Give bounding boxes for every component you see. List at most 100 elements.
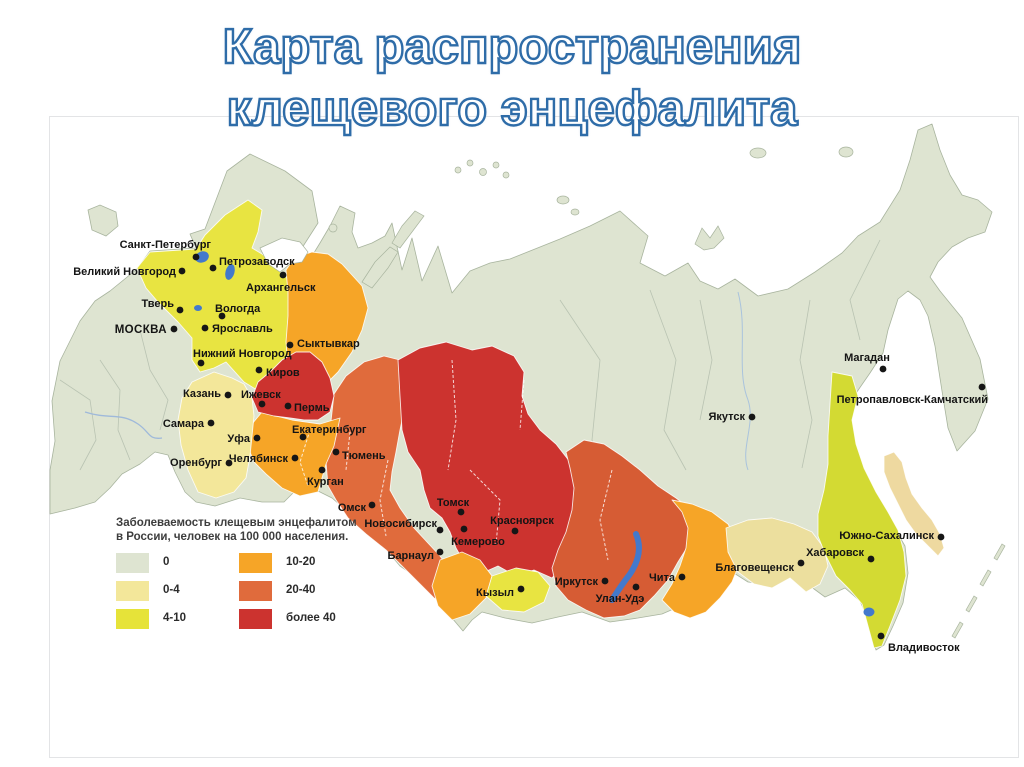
city-dot bbox=[937, 533, 945, 541]
city-label: Хабаровск bbox=[806, 547, 864, 559]
city-dot bbox=[436, 548, 444, 556]
lake-baikal bbox=[609, 531, 642, 603]
city-label: Красноярск bbox=[490, 515, 554, 527]
city-label: Пермь bbox=[294, 402, 330, 414]
city-dot bbox=[253, 434, 261, 442]
city-label: Новосибирск bbox=[364, 518, 437, 530]
region-kaliningrad bbox=[87, 204, 119, 237]
legend-swatch bbox=[239, 609, 272, 629]
city-label: Петропавловск-Камчатский bbox=[837, 394, 988, 406]
city-dot bbox=[368, 501, 376, 509]
city-label: Петрозаводск bbox=[219, 256, 295, 268]
city-label: Архангельск bbox=[246, 282, 316, 294]
city-dot bbox=[284, 402, 292, 410]
city-dot bbox=[318, 466, 326, 474]
city-label: Южно-Сахалинск bbox=[839, 530, 934, 542]
legend-heading-line-2: в России, человек на 100 000 населения. bbox=[116, 531, 349, 543]
legend-label: 0 bbox=[163, 556, 170, 568]
city-dot bbox=[201, 324, 209, 332]
city-label: Барнаул bbox=[388, 550, 434, 562]
city-dot bbox=[170, 325, 178, 333]
city-label: Владивосток bbox=[888, 642, 960, 654]
region-fareast-4-10 bbox=[817, 371, 907, 649]
legend-label: 20-40 bbox=[286, 584, 316, 596]
city-label: Иркутск bbox=[555, 576, 599, 588]
legend-label: более 40 bbox=[286, 612, 336, 624]
city-label: МОСКВА bbox=[115, 324, 167, 336]
region-chita-10-20 bbox=[661, 499, 741, 619]
city-dot bbox=[511, 527, 519, 535]
legend-swatch bbox=[239, 581, 272, 601]
city-label: Тюмень bbox=[342, 450, 386, 462]
city-dot bbox=[192, 253, 200, 261]
city-label: Киров bbox=[266, 367, 300, 379]
city-dot bbox=[877, 632, 885, 640]
city-label: Ярославль bbox=[212, 323, 273, 335]
title-line-2: клещевого энцефалита bbox=[225, 81, 798, 137]
legend-swatch bbox=[239, 553, 272, 573]
city-label: Сыктывкар bbox=[297, 338, 360, 350]
city-label: Уфа bbox=[227, 433, 250, 445]
legend-swatch bbox=[116, 581, 149, 601]
region-altai-10-20 bbox=[431, 551, 493, 621]
city-label: Томск bbox=[437, 497, 470, 509]
city-dot bbox=[797, 559, 805, 567]
city-label: Омск bbox=[338, 502, 367, 514]
legend-heading: Заболеваемость клещевым энцефалитом в Ро… bbox=[116, 516, 357, 544]
legend-swatch bbox=[116, 609, 149, 629]
city-dot bbox=[197, 359, 205, 367]
legend-label: 10-20 bbox=[286, 556, 316, 568]
city-label: Кызыл bbox=[476, 587, 514, 599]
city-dot bbox=[207, 419, 215, 427]
city-label: Самара bbox=[163, 418, 205, 430]
lake-khanka bbox=[863, 607, 875, 617]
city-dot bbox=[209, 264, 217, 272]
region-volga-0-4 bbox=[177, 371, 255, 499]
city-dot bbox=[178, 267, 186, 275]
city-dot bbox=[632, 583, 640, 591]
legend-label: 0-4 bbox=[163, 584, 180, 596]
city-label: Ижевск bbox=[241, 389, 281, 401]
city-label: Челябинск bbox=[229, 453, 289, 465]
city-label: Екатеринбург bbox=[292, 424, 367, 436]
city-label: Курган bbox=[307, 476, 344, 488]
city-dot bbox=[517, 585, 525, 593]
city-label: Тверь bbox=[141, 298, 174, 310]
city-label: Нижний Новгород bbox=[193, 348, 292, 360]
city-dot bbox=[436, 526, 444, 534]
water-features bbox=[84, 251, 875, 617]
city-dot bbox=[258, 400, 266, 408]
city-label: Оренбург bbox=[170, 457, 222, 469]
legend: Заболеваемость клещевым энцефалитом в Ро… bbox=[110, 512, 400, 648]
city-dot bbox=[279, 271, 287, 279]
white-sea bbox=[259, 237, 309, 273]
city-dot bbox=[225, 459, 233, 467]
lake-onega bbox=[225, 264, 235, 280]
city-dot bbox=[879, 365, 887, 373]
river-lena bbox=[737, 291, 751, 471]
city-dot bbox=[299, 433, 307, 441]
title-line-1: Карта распространения bbox=[221, 19, 802, 75]
city-label: Вологда bbox=[215, 303, 261, 315]
region-sakhalin bbox=[883, 451, 945, 557]
city-dot bbox=[460, 525, 468, 533]
city-dot bbox=[332, 448, 340, 456]
legend-label: 4-10 bbox=[163, 612, 187, 624]
city-label: Магадан bbox=[844, 352, 890, 364]
city-label: Якутск bbox=[708, 411, 745, 423]
city-label: Казань bbox=[183, 388, 221, 400]
city-dot bbox=[601, 577, 609, 585]
city-dot bbox=[978, 383, 986, 391]
city-label: Кемерово bbox=[451, 536, 505, 548]
page-title: Карта распространения клещевого энцефали… bbox=[0, 16, 1024, 140]
city-label: Чита bbox=[649, 572, 676, 584]
city-dot bbox=[457, 508, 465, 516]
river-volga bbox=[84, 411, 163, 439]
region-amur-0-4 bbox=[725, 517, 829, 593]
legend-swatch bbox=[116, 553, 149, 573]
city-dot bbox=[867, 555, 875, 563]
lake-ladoga bbox=[195, 251, 209, 263]
city-dot bbox=[748, 413, 756, 421]
city-label: Улан-Удэ bbox=[596, 593, 645, 605]
